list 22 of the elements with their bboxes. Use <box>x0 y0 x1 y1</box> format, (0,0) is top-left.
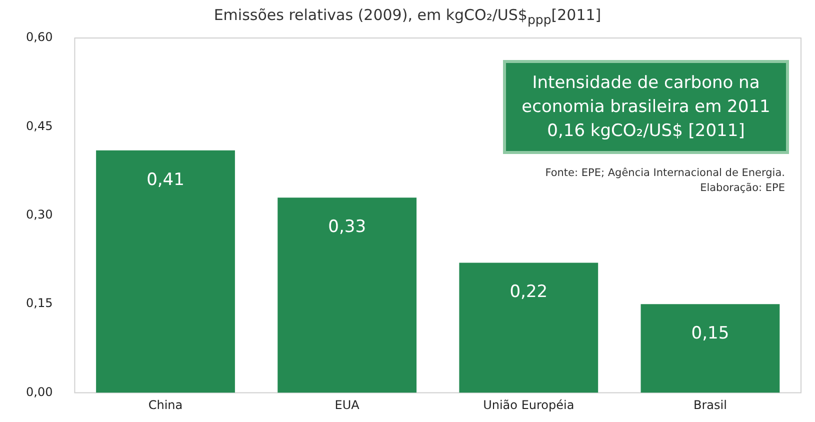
y-tick-label: 0,00 <box>26 384 53 399</box>
bar <box>96 150 235 393</box>
annotation: Intensidade de carbono na economia brasileira em 2011 <box>520 72 772 119</box>
y-tick-label: 0,30 <box>26 208 53 222</box>
chart-title: Emissões relativas (2009), em kgCO₂/US$$_{ppp}$[2011] <box>212 6 602 27</box>
x-tick-label: EUA <box>334 398 360 412</box>
y-tick-label: 0,15 <box>26 296 53 310</box>
data-label: 0,33 <box>328 217 366 238</box>
data-label: 0,15 <box>691 324 730 344</box>
data-label: 0,22 <box>510 282 548 302</box>
y-tick-label: 0,45 <box>26 118 53 133</box>
data-label: 0,41 <box>146 170 184 190</box>
bar <box>459 262 598 393</box>
annotation: Fonte: EPE; Agência Internacional de Energia. <box>545 166 785 181</box>
x-tick-label: China <box>148 398 183 412</box>
annotation: Elaboração: EPE <box>699 181 785 196</box>
annotation: 0,16 kgCO₂/US$ [2011] <box>546 120 746 143</box>
bar <box>278 198 417 393</box>
x-tick-label: Brasil <box>693 398 727 412</box>
bar <box>640 304 780 393</box>
y-tick-label: 0,60 <box>26 30 53 44</box>
x-tick-label: União Européia <box>483 398 574 412</box>
